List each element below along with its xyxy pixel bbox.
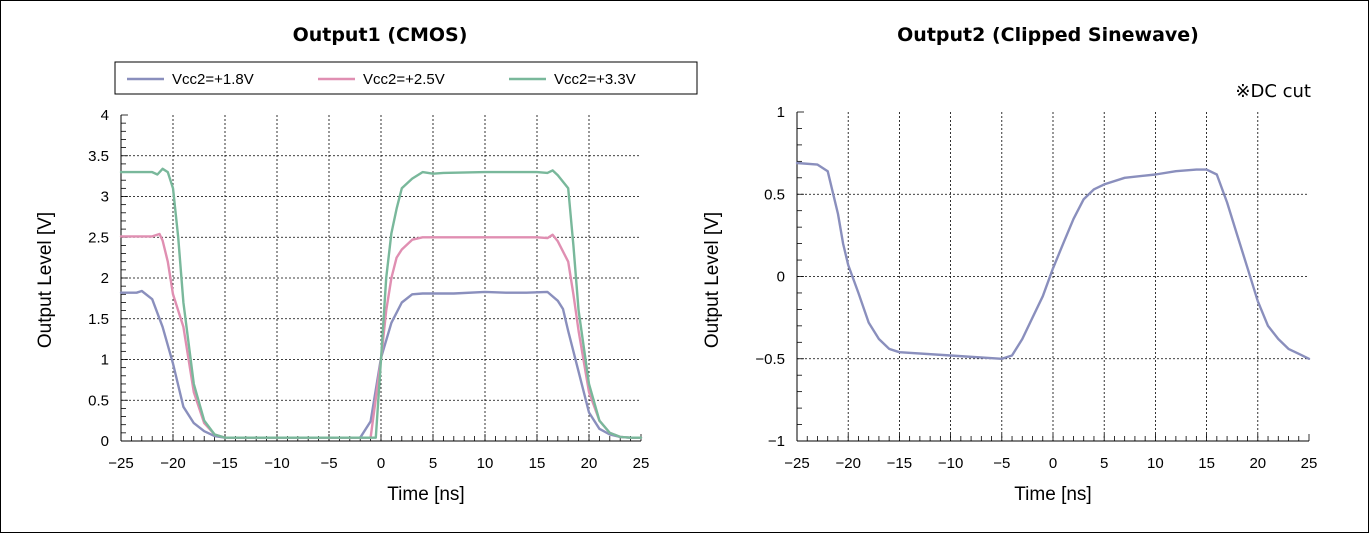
x-tick-label: 10 bbox=[1147, 455, 1164, 472]
chart-title: Output1 (CMOS) bbox=[293, 24, 468, 46]
y-tick-label: 0.5 bbox=[764, 186, 785, 203]
x-tick-label: −5 bbox=[320, 455, 337, 472]
x-tick-label: 10 bbox=[477, 455, 494, 472]
x-tick-label: 0 bbox=[1049, 455, 1057, 472]
y-tick-label: 2.5 bbox=[88, 229, 109, 246]
x-tick-label: 20 bbox=[1249, 455, 1266, 472]
y-tick-label: −1 bbox=[768, 433, 785, 450]
x-tick-label: −15 bbox=[887, 455, 912, 472]
x-tick-label: −20 bbox=[835, 455, 860, 472]
legend: Vcc2=+1.8V Vcc2=+2.5V Vcc2=+3.3V bbox=[114, 61, 698, 95]
y-axis-label: Output Level [V] bbox=[35, 212, 56, 348]
x-tick-label: 25 bbox=[1301, 455, 1318, 472]
y-tick-label: 0 bbox=[101, 433, 109, 450]
x-tick-label: 15 bbox=[1198, 455, 1215, 472]
series-line-2 bbox=[119, 232, 643, 439]
y-tick-label: 1 bbox=[777, 104, 785, 121]
series-line-1 bbox=[795, 161, 1311, 360]
x-tick-label: 20 bbox=[581, 455, 598, 472]
y-tick-label: 3.5 bbox=[88, 148, 109, 165]
x-axis-label: Time [ns] bbox=[387, 484, 464, 505]
y-tick-label: 0 bbox=[777, 269, 785, 286]
x-tick-label: 15 bbox=[529, 455, 546, 472]
x-tick-label: −5 bbox=[993, 455, 1010, 472]
y-tick-label: −0.5 bbox=[755, 351, 785, 368]
y-axis-label: Output Level [V] bbox=[702, 212, 723, 348]
x-tick-label: 25 bbox=[633, 455, 650, 472]
series-line-3 bbox=[119, 167, 643, 439]
legend-label-2v5: Vcc2=+2.5V bbox=[363, 71, 445, 88]
x-tick-label: −20 bbox=[160, 455, 185, 472]
y-tick-label: 2 bbox=[101, 270, 109, 287]
series-line-1 bbox=[119, 289, 643, 439]
y-tick-label: 4 bbox=[101, 107, 109, 124]
x-tick-label: 0 bbox=[377, 455, 385, 472]
chart-output1: Output1 (CMOS) Vcc2=+1.8V Vcc2=+2.5V Vcc… bbox=[35, 24, 698, 505]
y-tick-label: 1 bbox=[101, 352, 109, 369]
chart-title: Output2 (Clipped Sinewave) bbox=[897, 24, 1199, 46]
chart-output2: Output2 (Clipped Sinewave) ※DC cut Time … bbox=[702, 24, 1317, 505]
y-tick-label: 0.5 bbox=[88, 392, 109, 409]
x-tick-label: −10 bbox=[938, 455, 963, 472]
x-tick-label: 5 bbox=[1100, 455, 1108, 472]
legend-box bbox=[114, 61, 698, 95]
x-tick-label: −10 bbox=[264, 455, 289, 472]
x-tick-label: 5 bbox=[429, 455, 437, 472]
x-tick-label: −15 bbox=[212, 455, 237, 472]
legend-label-1v8: Vcc2=+1.8V bbox=[172, 71, 254, 88]
y-tick-label: 3 bbox=[101, 189, 109, 206]
legend-label-3v3: Vcc2=+3.3V bbox=[554, 71, 636, 88]
y-tick-label: 1.5 bbox=[88, 311, 109, 328]
x-tick-label: −25 bbox=[784, 455, 809, 472]
x-tick-label: −25 bbox=[108, 455, 133, 472]
x-axis-label: Time [ns] bbox=[1014, 484, 1091, 505]
dc-cut-note: ※DC cut bbox=[1235, 81, 1311, 102]
